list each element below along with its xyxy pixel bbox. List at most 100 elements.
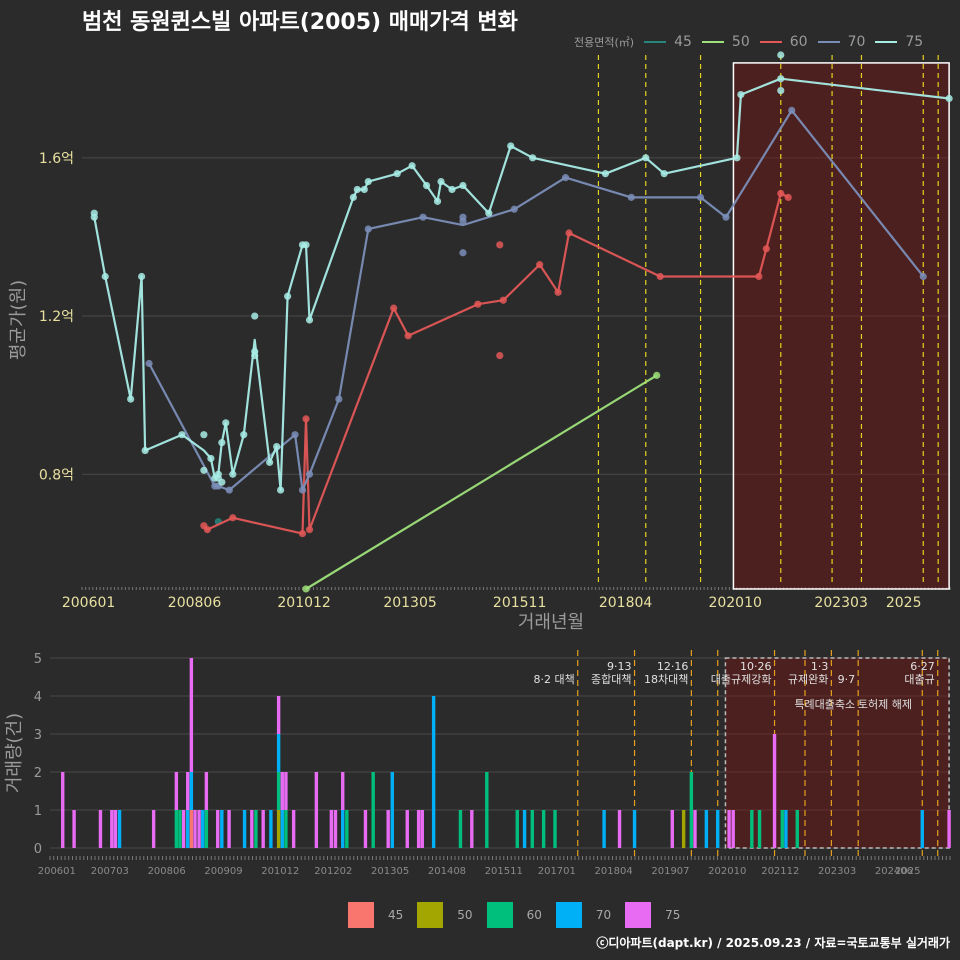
source-credit: ⓒ디아파트(dapt.kr) / 2025.09.23 / 자료=국토교통부 실…	[596, 936, 950, 950]
price-point-75	[353, 185, 361, 194]
price-y-tick-label-0: 0.8억	[39, 467, 74, 483]
price-point-75	[529, 154, 537, 162]
volume-legend-item-60: 60	[486, 902, 542, 928]
price-point-75	[660, 170, 668, 178]
volume-bar-75	[181, 810, 186, 848]
volume-bar-70	[220, 810, 224, 848]
volume-highlight-region	[724, 657, 950, 849]
price-point-50	[653, 371, 661, 379]
price-point-60	[496, 351, 504, 360]
volume-bar-75	[405, 810, 409, 848]
price-point-75	[408, 162, 416, 170]
price-point-75	[448, 185, 456, 194]
price-point-60	[474, 300, 482, 308]
price-point-75	[276, 486, 285, 494]
volume-x-tick-label-14: 202303	[818, 866, 856, 877]
legend-swatch-45	[644, 41, 667, 43]
volume-bar-70	[269, 810, 273, 848]
volume-bar-60	[204, 810, 209, 848]
volume-bar-60	[530, 810, 534, 848]
volume-bar-75	[333, 810, 338, 848]
volume-bar-60	[485, 772, 489, 848]
volume-bar-60	[757, 810, 762, 848]
volume-bar-70	[704, 810, 709, 848]
volume-annotation-0: 8·2 대책	[533, 673, 574, 686]
volume-bar-75	[227, 810, 231, 848]
legend-label-45: 45	[674, 34, 692, 50]
price-point-75	[422, 181, 431, 190]
price-point-75	[273, 442, 281, 451]
price-x-tick-label-4: 201511	[493, 595, 546, 611]
price-point-75	[364, 177, 372, 186]
price-x-tick-label-3: 201305	[383, 595, 436, 611]
price-point-60	[565, 229, 573, 237]
price-y-tick-label-1: 1.2억	[39, 309, 74, 325]
volume-bar-75	[470, 810, 474, 848]
volume-y-tick-label-1: 1	[34, 804, 42, 819]
price-point-75	[178, 431, 186, 439]
volume-legend-swatch-75	[625, 902, 652, 928]
volume-bar-75	[314, 772, 319, 848]
volume-bar-75	[284, 772, 288, 810]
volume-y-tick-label-5: 5	[34, 652, 42, 667]
price-point-70	[145, 359, 153, 368]
volume-bar-70	[280, 810, 284, 848]
volume-bar-75	[617, 810, 622, 848]
volume-bar-60	[515, 810, 519, 848]
price-point-75	[601, 170, 610, 178]
area-legend: 전용면적(㎡) 45 50 60 70 75	[574, 30, 933, 54]
volume-y-axis-title: 거래량(건)	[4, 713, 25, 793]
price-point-70	[696, 193, 705, 201]
price-point-75	[360, 185, 368, 194]
volume-bar-75	[186, 772, 190, 810]
volume-bar-60	[276, 772, 281, 810]
volume-bar-70	[784, 810, 788, 848]
volume-bar-60	[795, 810, 799, 848]
price-point-75	[251, 312, 259, 320]
price-point-75	[101, 272, 109, 281]
volume-bar-70	[201, 810, 205, 848]
volume-x-tick-label-6: 201305	[371, 866, 409, 877]
volume-bar-75	[98, 810, 103, 848]
volume-annotation-13: 토허제 해제	[858, 697, 912, 711]
volume-bar-70	[920, 810, 924, 848]
price-y-tick-label-2: 1.6억	[39, 151, 74, 167]
volume-bar-70	[632, 810, 637, 848]
price-point-60	[203, 526, 211, 534]
volume-bar-70	[390, 772, 394, 848]
volume-bar-70	[716, 810, 720, 848]
volume-bar-75	[670, 810, 674, 848]
volume-bar-75	[693, 810, 697, 848]
price-point-60	[496, 241, 504, 249]
volume-x-tick-label-12: 202010	[708, 866, 746, 877]
price-point-60	[298, 529, 307, 538]
price-point-60	[755, 272, 763, 281]
volume-x-tick-label-0: 200601	[38, 866, 76, 877]
price-point-75	[229, 470, 237, 478]
price-point-75	[218, 439, 226, 447]
volume-bar-60	[174, 810, 179, 848]
volume-y-tick-label-3: 3	[34, 728, 42, 743]
price-point-75	[266, 458, 274, 466]
volume-bar-75	[727, 810, 731, 848]
price-point-75	[141, 446, 149, 455]
volume-bar-60	[254, 810, 258, 848]
legend-swatch-75	[875, 41, 898, 43]
volume-annotation-3: 12·16	[657, 660, 689, 673]
legend-item-60: 60	[759, 34, 808, 50]
legend-item-75: 75	[875, 34, 923, 50]
price-x-tick-label-0: 200601	[62, 595, 115, 611]
legend-swatch-50	[701, 41, 724, 43]
price-point-75	[437, 177, 445, 186]
price-point-75	[433, 197, 442, 205]
volume-bar-75	[386, 810, 390, 848]
volume-y-tick-label-4: 4	[34, 690, 42, 705]
volume-x-tick-label-2: 200806	[148, 866, 186, 877]
volume-annotation-12: 대출규	[904, 673, 934, 686]
volume-legend-item-45: 45	[348, 902, 403, 928]
price-point-60	[305, 526, 314, 534]
price-highlight-region	[732, 62, 950, 590]
volume-x-tick-label-13: 202112	[761, 866, 799, 877]
volume-bar-75	[416, 810, 421, 848]
